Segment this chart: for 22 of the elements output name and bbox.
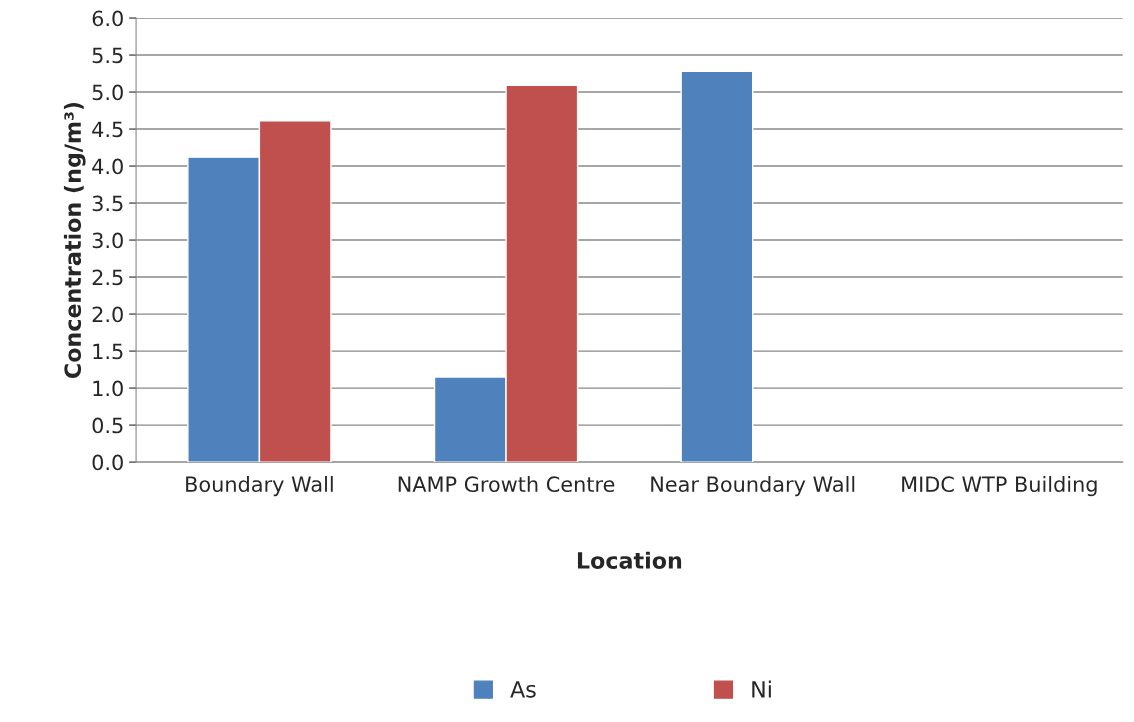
y-tick-label: 5.5 — [92, 47, 123, 64]
y-tick-label: 2.0 — [92, 306, 123, 323]
y-tick-label: 0.5 — [92, 417, 123, 434]
y-tick-label: 5.0 — [92, 84, 123, 101]
y-tick-label: 6.0 — [92, 10, 123, 27]
x-axis-title: Location — [577, 551, 682, 569]
y-tick-label: 2.5 — [92, 269, 123, 286]
x-tick-label: NAMP Growth Centre — [398, 475, 615, 493]
x-tick-label: Near Boundary Wall — [651, 475, 855, 497]
y-tick-label: 3.0 — [92, 232, 123, 249]
y-tick-label: 1.5 — [93, 343, 123, 360]
bar — [680, 70, 754, 463]
x-tick-label: Boundary Wall — [186, 475, 333, 497]
legend-label: Ni — [752, 680, 771, 698]
y-tick-label: 1.0 — [93, 380, 123, 397]
y-tick-label: 3.5 — [92, 195, 123, 212]
legend-label: As — [510, 681, 536, 698]
x-tick-label: MIDC WTP Building — [902, 475, 1097, 497]
y-axis-title: Concentration (ng/m³) — [63, 102, 86, 379]
y-tick-label: 4.5 — [92, 121, 123, 138]
y-tick-label: 4.0 — [92, 158, 123, 175]
y-tick-label: 0.0 — [92, 454, 123, 471]
